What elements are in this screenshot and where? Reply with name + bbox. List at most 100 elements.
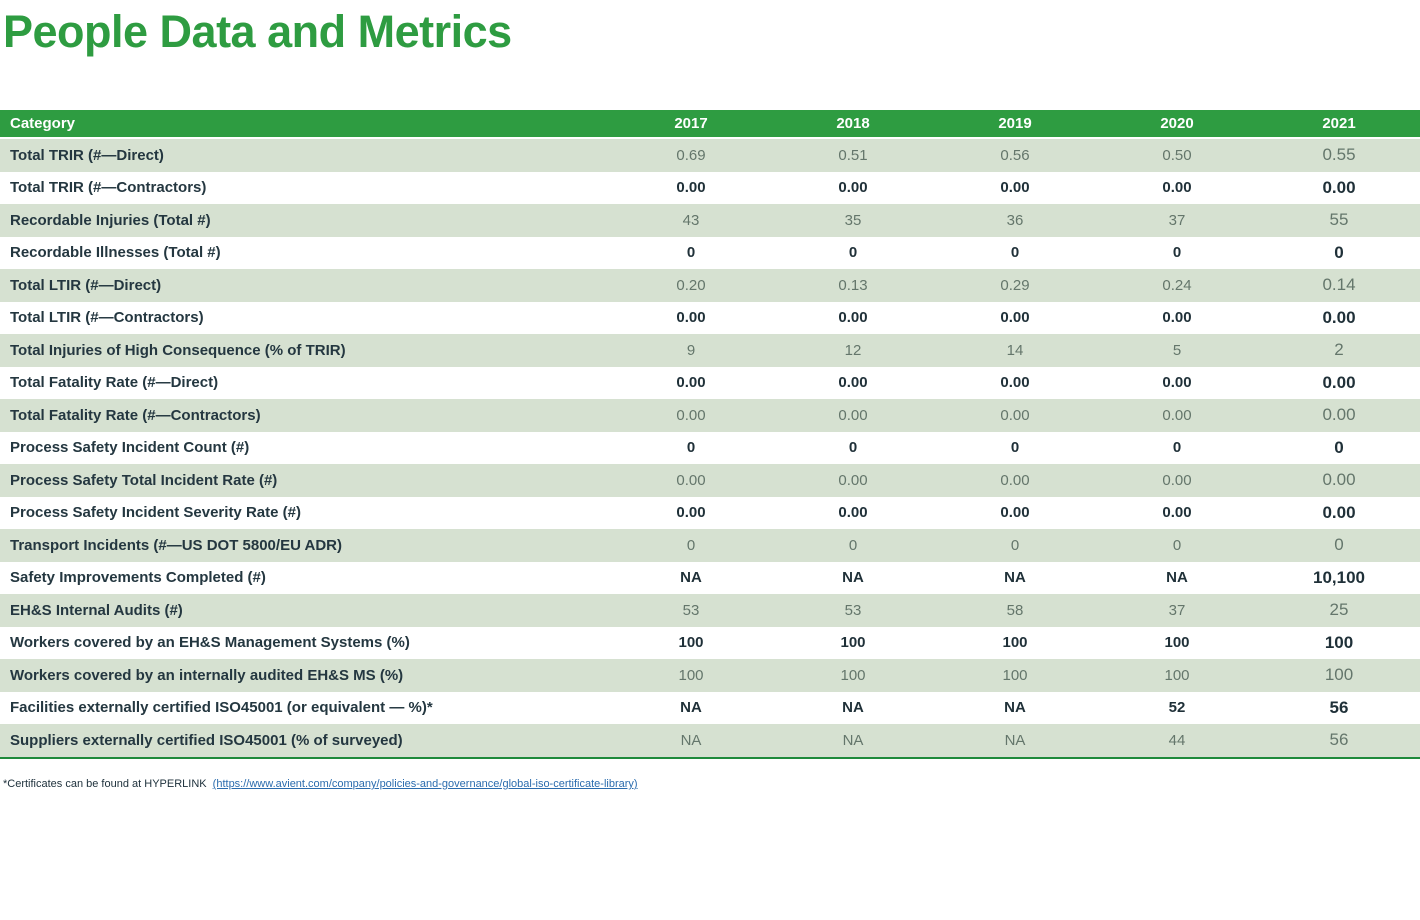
cell-2019: 0.00 — [1000, 374, 1030, 392]
cell-2017: 0.69 — [676, 146, 706, 164]
cell-2018: 53 — [844, 601, 862, 619]
cell-2018: 0 — [848, 439, 858, 457]
column-header-2021: 2021 — [1322, 115, 1356, 132]
row-category-label: Recordable Injuries (Total #) — [10, 211, 211, 229]
cell-2021: 10,100 — [1313, 567, 1365, 587]
cell-2018: 0.00 — [838, 309, 868, 327]
cell-2020: 0 — [1172, 439, 1182, 457]
cell-2018: 0.00 — [838, 406, 868, 424]
cell-2017: 0.20 — [676, 276, 706, 294]
page-title: People Data and Metrics — [3, 6, 512, 57]
cell-2017: 0.00 — [676, 471, 706, 489]
cell-2019: NA — [1004, 699, 1026, 717]
row-category-label: Workers covered by an EH&S Management Sy… — [10, 634, 410, 652]
cell-2021: 56 — [1329, 697, 1349, 717]
cell-2020: 0 — [1172, 244, 1182, 262]
cell-2019: 0.56 — [1000, 146, 1030, 164]
row-category-label: EH&S Internal Audits (#) — [10, 601, 183, 619]
cell-2021: 0.55 — [1322, 145, 1356, 165]
table-row: Total Injuries of High Consequence (% of… — [0, 334, 1420, 367]
table-row: Total Fatality Rate (#—Contractors) 0.00 0… — [0, 399, 1420, 432]
row-category-label: Total Fatality Rate (#—Contractors) — [10, 406, 261, 424]
table-row: Total Fatality Rate (#—Direct) 0.00 0.00 0.… — [0, 366, 1420, 399]
table-row: Total TRIR (#—Direct) 0.69 0.51 0.56 0.50 0.5… — [0, 139, 1420, 172]
cell-2019: 14 — [1006, 341, 1024, 359]
cell-2017: NA — [680, 569, 702, 587]
cell-2019: 100 — [1002, 666, 1028, 684]
cell-2021: 0.14 — [1322, 275, 1356, 295]
table-row: Transport Incidents (#—US DOT 5800/EU AD… — [0, 529, 1420, 562]
cell-2018: 0.00 — [838, 471, 868, 489]
table-row: Suppliers externally certified ISO45001 … — [0, 724, 1420, 757]
cell-2020: 44 — [1168, 731, 1186, 749]
row-category-label: Transport Incidents (#—US DOT 5800/EU AD… — [10, 536, 343, 554]
cell-2019: 0 — [1010, 439, 1020, 457]
cell-2017: 0.00 — [676, 406, 706, 424]
column-header-2020: 2020 — [1160, 115, 1194, 132]
table-row: EH&S Internal Audits (#) 53 53 58 37 25 — [0, 594, 1420, 627]
cell-2017: 0 — [686, 536, 696, 554]
cell-2019: 0.00 — [1000, 309, 1030, 327]
row-category-label: Total Injuries of High Consequence (% of… — [10, 341, 346, 359]
cell-2018: 0 — [848, 244, 858, 262]
table-row: Total TRIR (#—Contractors) 0.00 0.00 0.00 0.… — [0, 171, 1420, 204]
cell-2019: 0.29 — [1000, 276, 1030, 294]
cell-2020: 0 — [1172, 536, 1182, 554]
table-row: Workers covered by an internally audited… — [0, 659, 1420, 692]
cell-2021: 0.00 — [1322, 405, 1356, 425]
cell-2017: 0 — [686, 439, 696, 457]
row-category-label: Suppliers externally certified ISO45001 … — [10, 731, 403, 749]
table-row: Workers covered by an EH&S Management Sy… — [0, 626, 1420, 659]
table-row: Recordable Illnesses (Total #) 0 0 0 0 0 — [0, 236, 1420, 269]
cell-2021: 2 — [1334, 340, 1344, 360]
cell-2017: 9 — [686, 341, 696, 359]
cell-2017: 53 — [682, 601, 700, 619]
cell-2021: 0 — [1334, 535, 1344, 555]
cell-2021: 0.00 — [1322, 177, 1356, 197]
cell-2017: 0.00 — [676, 179, 706, 197]
table-header-row: Category 2017 2018 2019 2020 2021 — [0, 110, 1420, 137]
footnote: *Certificates can be found at HYPERLINK … — [3, 778, 638, 790]
row-category-label: Safety Improvements Completed (#) — [10, 569, 266, 587]
cell-2018: NA — [842, 699, 864, 717]
column-header-category: Category — [10, 115, 76, 132]
cell-2018: 0.00 — [838, 179, 868, 197]
cell-2021: 0 — [1334, 437, 1344, 457]
cell-2017: 0.00 — [676, 309, 706, 327]
row-category-label: Process Safety Incident Severity Rate (#… — [10, 504, 301, 522]
cell-2021: 0.00 — [1322, 502, 1356, 522]
cell-2019: 0.00 — [1000, 504, 1030, 522]
column-header-2019: 2019 — [998, 115, 1032, 132]
row-category-label: Total LTIR (#—Contractors) — [10, 309, 204, 327]
cell-2019: 0.00 — [1000, 471, 1030, 489]
cell-2021: 56 — [1329, 730, 1349, 750]
table-row: Process Safety Incident Severity Rate (#… — [0, 496, 1420, 529]
cell-2017: 43 — [682, 211, 700, 229]
row-category-label: Process Safety Incident Count (#) — [10, 439, 250, 457]
cell-2020: 5 — [1172, 341, 1182, 359]
row-category-label: Total LTIR (#—Direct) — [10, 276, 162, 294]
column-header-2018: 2018 — [836, 115, 870, 132]
cell-2021: 25 — [1329, 600, 1349, 620]
cell-2020: 0.00 — [1162, 504, 1192, 522]
cell-2019: 0.00 — [1000, 406, 1030, 424]
footnote-link[interactable]: (https://www.avient.com/company/policies… — [212, 778, 638, 790]
cell-2020: 0.00 — [1162, 179, 1192, 197]
table-row: Safety Improvements Completed (#) NA NA NA N… — [0, 561, 1420, 594]
cell-2018: 0 — [848, 536, 858, 554]
cell-2018: 100 — [840, 634, 866, 652]
cell-2018: 0.00 — [838, 504, 868, 522]
people-data-metrics-table: Category 2017 2018 2019 2020 2021 Total TRIR … — [0, 110, 1420, 759]
cell-2019: 0 — [1010, 536, 1020, 554]
cell-2017: 100 — [678, 666, 704, 684]
cell-2020: 0.50 — [1162, 146, 1192, 164]
cell-2018: 100 — [840, 666, 866, 684]
cell-2019: 58 — [1006, 601, 1024, 619]
cell-2021: 55 — [1329, 210, 1349, 230]
cell-2020: 37 — [1168, 211, 1186, 229]
cell-2019: NA — [1004, 731, 1026, 749]
table-row: Total LTIR (#—Direct) 0.20 0.13 0.29 0.24 0.1… — [0, 269, 1420, 302]
row-category-label: Total TRIR (#—Direct) — [10, 146, 164, 164]
row-category-label: Total TRIR (#—Contractors) — [10, 179, 207, 197]
cell-2019: 0.00 — [1000, 179, 1030, 197]
